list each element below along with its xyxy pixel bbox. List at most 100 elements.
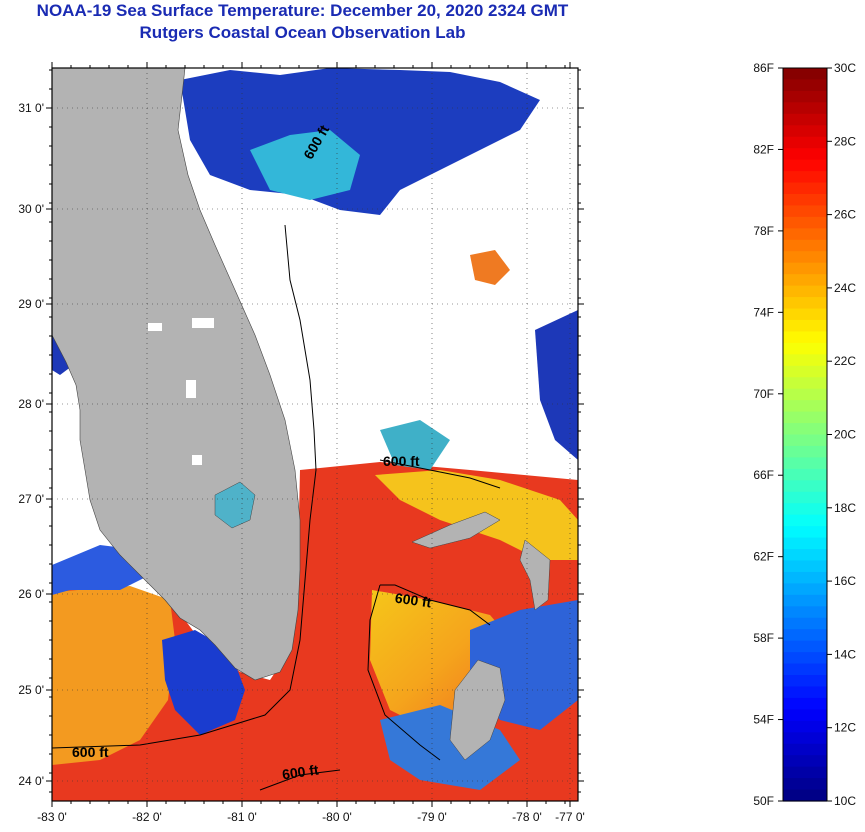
color-scale-cell — [783, 778, 827, 791]
color-scale-cell — [783, 274, 827, 287]
fahrenheit-label: 50F — [753, 794, 774, 808]
color-scale-cell — [783, 308, 827, 321]
y-tick-label: 24 0' — [18, 774, 44, 788]
celsius-label: 16C — [834, 574, 856, 588]
color-scale-cell — [783, 354, 827, 367]
contour-label: 600 ft — [72, 744, 109, 760]
color-scale-cell — [783, 755, 827, 768]
color-scale-cell — [783, 640, 827, 653]
celsius-label: 28C — [834, 134, 856, 148]
inland-lake — [192, 455, 202, 465]
y-tick-label: 30 0' — [18, 202, 44, 216]
inland-lake — [148, 323, 162, 331]
color-scale-cell — [783, 468, 827, 481]
fahrenheit-label: 82F — [753, 142, 774, 156]
color-scale-cell — [783, 205, 827, 218]
florida-land — [52, 68, 301, 681]
color-scale-cell — [783, 652, 827, 665]
color-scale-cell — [783, 594, 827, 607]
color-scale-cell — [783, 331, 827, 344]
color-scale-cell — [783, 400, 827, 413]
color-scale-cell — [783, 445, 827, 458]
color-scale-cell — [783, 319, 827, 333]
contour-label: 600 ft — [394, 590, 433, 611]
x-tick-label: -82 0' — [132, 810, 162, 824]
color-scale-cell — [783, 514, 827, 527]
contour-label: 600 ft — [281, 761, 320, 782]
fahrenheit-label: 66F — [753, 468, 774, 482]
color-scale-cell — [783, 709, 827, 722]
north-orange-water — [470, 250, 510, 285]
color-scale-cell — [783, 377, 827, 390]
celsius-label: 14C — [834, 647, 856, 661]
color-scale-cell — [783, 159, 827, 172]
contour-label: 600 ft — [383, 453, 420, 469]
color-scale-cell — [783, 216, 827, 229]
y-tick-label: 26 0' — [18, 587, 44, 601]
celsius-label: 18C — [834, 501, 856, 515]
y-tick-label: 27 0' — [18, 492, 44, 506]
y-tick-label: 31 0' — [18, 101, 44, 115]
color-scale-cell — [783, 583, 827, 596]
color-scale-cell — [783, 297, 827, 310]
north-atlantic-cyan-water — [250, 130, 360, 200]
map-frame — [51, 67, 579, 802]
grand-bahama-island — [411, 511, 501, 549]
celsius-label: 24C — [834, 281, 856, 295]
bahamas-cyan-water — [380, 420, 450, 470]
color-scale-cell — [783, 663, 827, 676]
color-scale-cell — [783, 136, 827, 149]
color-scale-cell — [783, 606, 827, 619]
color-scale-cell — [783, 480, 827, 493]
x-tick-label: -77 0' — [555, 810, 585, 824]
color-scale-cell — [783, 720, 827, 733]
x-tick-label: -83 0' — [37, 810, 67, 824]
color-scale-cell — [783, 262, 827, 275]
color-scale-cell — [783, 285, 827, 298]
color-scale-cell — [783, 629, 827, 642]
abaco-island — [519, 539, 551, 611]
fahrenheit-label: 74F — [753, 305, 774, 319]
celsius-label: 12C — [834, 721, 856, 735]
color-scale-cell — [783, 365, 827, 378]
color-scale-cell — [783, 526, 827, 539]
inland-lake — [192, 318, 214, 328]
chart-subtitle: Rutgers Coastal Ocean Observation Lab — [139, 23, 466, 42]
color-scale-cell — [783, 148, 827, 161]
color-scale-cell — [783, 251, 827, 264]
y-tick-label: 28 0' — [18, 397, 44, 411]
x-tick-label: -78 0' — [512, 810, 542, 824]
gulf-warm-water — [52, 586, 175, 765]
fahrenheit-label: 62F — [753, 550, 774, 564]
fahrenheit-label: 86F — [753, 61, 774, 75]
color-scale-cell — [783, 571, 827, 584]
celsius-label: 22C — [834, 354, 856, 368]
color-scale-cell — [783, 342, 827, 355]
florida-bay-cool-water — [162, 630, 245, 735]
color-scale-cell — [783, 193, 827, 207]
chart-title: NOAA-19 Sea Surface Temperature: Decembe… — [36, 1, 569, 20]
color-scale-cell — [783, 503, 827, 516]
east-cool-water — [535, 310, 578, 460]
x-tick-label: -79 0' — [417, 810, 447, 824]
x-tick-label: -81 0' — [227, 810, 257, 824]
color-scale-cell — [783, 766, 827, 779]
fahrenheit-label: 54F — [753, 713, 774, 727]
color-scale-cell — [783, 537, 827, 550]
y-tick-label: 25 0' — [18, 683, 44, 697]
color-scale-cell — [783, 491, 827, 504]
color-scale-cell — [783, 743, 827, 756]
color-scale-cell — [783, 113, 827, 126]
color-scale-cell — [783, 411, 827, 424]
color-scale-cell — [783, 732, 827, 745]
x-tick-label: -80 0' — [322, 810, 352, 824]
color-scale-cell — [783, 617, 827, 630]
color-scale-cell — [783, 125, 827, 138]
color-scale-cell — [783, 171, 827, 184]
color-scale-cell — [783, 182, 827, 195]
color-scale-cell — [783, 228, 827, 241]
andros-island — [449, 659, 506, 761]
color-scale-cell — [783, 90, 827, 103]
color-scale-cell — [783, 388, 827, 401]
